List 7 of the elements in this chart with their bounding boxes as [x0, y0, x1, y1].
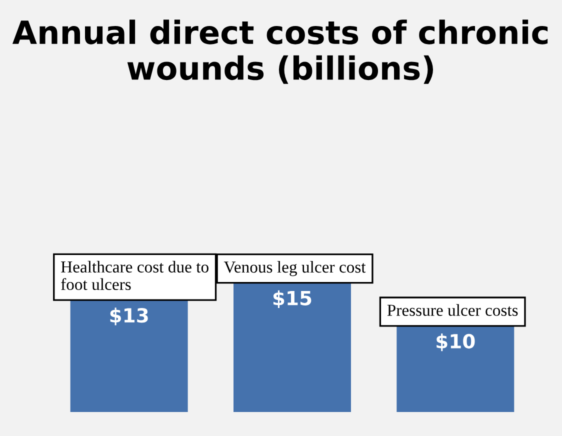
chart-title: Annual direct costs of chronic wounds (billions)	[12, 20, 548, 84]
data-label: $10	[436, 334, 475, 352]
data-label: $13	[110, 308, 148, 326]
data-label: $15	[273, 290, 312, 308]
x-tick-label: Healthcare cost due to foot ulcers	[61, 260, 208, 290]
x-tick-label: Pressure ulcer costs	[387, 304, 518, 316]
x-tick-label: Venous leg ulcer cost	[224, 260, 366, 276]
